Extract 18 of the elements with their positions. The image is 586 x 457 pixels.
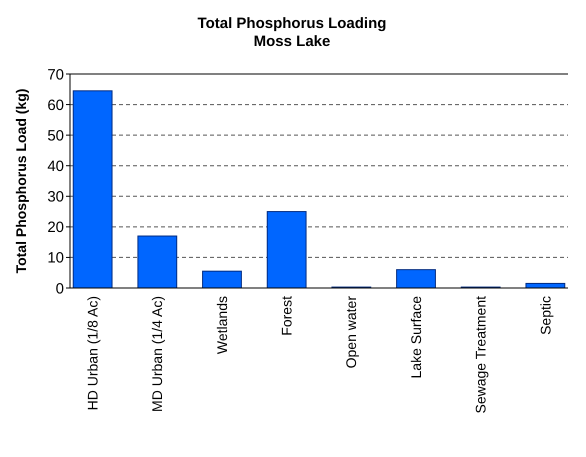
chart-title: Total Phosphorus Loading Moss Lake bbox=[198, 15, 386, 50]
x-tick-label: Septic bbox=[537, 296, 554, 335]
x-tick-label: MD Urban (1/4 Ac) bbox=[149, 296, 166, 412]
y-tick-label: 70 bbox=[47, 66, 64, 84]
x-tick-label: Open water bbox=[343, 296, 360, 368]
x-tick-label: Lake Surface bbox=[408, 296, 424, 378]
y-tick-label: 20 bbox=[47, 219, 64, 236]
y-tick-label: 10 bbox=[47, 250, 64, 267]
y-tick-label: 40 bbox=[47, 158, 64, 175]
y-tick-label: 30 bbox=[47, 188, 64, 206]
y-axis-title: Total Phosphorus Load (kg) bbox=[13, 88, 29, 274]
x-tick-label: Wetlands bbox=[214, 296, 230, 354]
y-tick-label: 0 bbox=[56, 280, 64, 298]
x-tick-label: Forest bbox=[278, 296, 295, 336]
x-tick-label: HD Urban (1/8 Ac) bbox=[84, 296, 101, 410]
x-tick-label: Sewage Treatment bbox=[472, 296, 489, 414]
y-tick-label: 50 bbox=[47, 127, 64, 144]
y-tick-label: 60 bbox=[47, 96, 64, 114]
